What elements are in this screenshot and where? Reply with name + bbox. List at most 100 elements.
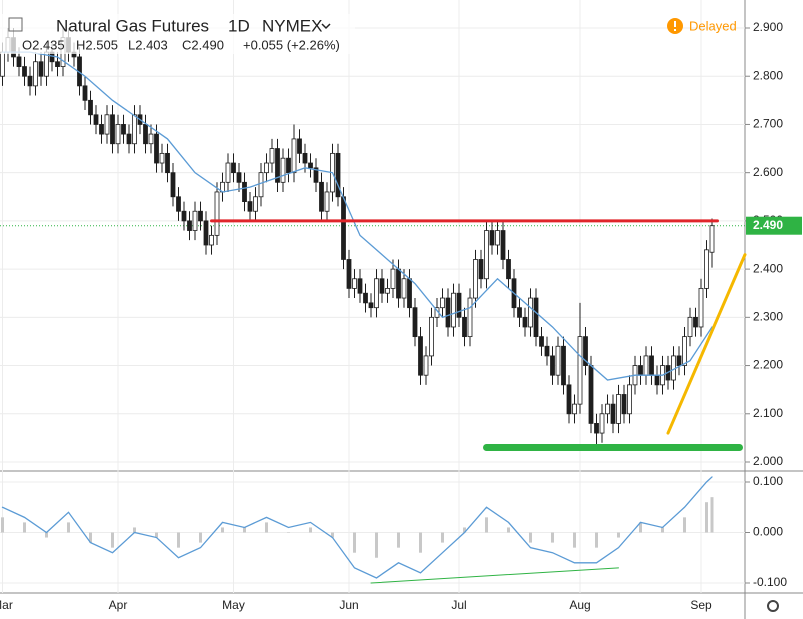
candle-body xyxy=(132,114,137,145)
candle-body xyxy=(93,114,99,125)
collapse-icon[interactable] xyxy=(8,17,23,32)
delayed-label: Delayed xyxy=(689,18,737,33)
candle-body xyxy=(154,133,159,164)
candle-body xyxy=(27,75,33,87)
oscillator-line xyxy=(1,476,713,579)
x-tick-label: Sep xyxy=(690,598,712,612)
candle-body xyxy=(627,384,632,415)
candle-body xyxy=(214,191,220,236)
osc-histogram-bar xyxy=(155,532,158,538)
osc-histogram-bar xyxy=(595,532,598,548)
candle-body xyxy=(363,292,368,304)
candle-body xyxy=(352,278,357,289)
x-tick-label: Aug xyxy=(569,598,590,612)
candle-body xyxy=(280,157,286,183)
osc-histogram-bar xyxy=(573,532,576,548)
candle-body xyxy=(583,336,588,366)
osc-histogram-bar xyxy=(23,522,26,533)
candle-body xyxy=(88,99,93,116)
candle-body xyxy=(704,249,709,289)
osc-histogram-bar xyxy=(710,497,714,533)
header-bg xyxy=(0,14,355,54)
y-tick-label: 2.700 xyxy=(753,117,783,131)
candle-body xyxy=(555,345,561,376)
candle-body xyxy=(495,230,500,246)
candle-body xyxy=(588,365,594,424)
x-tick-label: Jun xyxy=(339,598,358,612)
candle-body xyxy=(566,384,572,415)
osc-histogram-bar xyxy=(529,532,532,543)
candle-body xyxy=(500,230,506,260)
candle-body xyxy=(159,152,165,164)
candle-body xyxy=(616,394,621,424)
candle-body xyxy=(176,196,181,212)
osc-histogram-bar xyxy=(617,532,620,538)
candle-body xyxy=(698,287,704,328)
candle-body xyxy=(374,278,379,309)
ohlc-low: L2.403 xyxy=(128,37,168,52)
candle-body xyxy=(676,355,682,366)
ohlc-change: +0.055 (+2.26%) xyxy=(243,37,340,52)
candle-body xyxy=(275,148,280,183)
exchange[interactable]: NYMEX xyxy=(262,16,322,35)
candle-body xyxy=(110,114,115,145)
osc-y-tick-label: 0.000 xyxy=(753,525,783,539)
candle-body xyxy=(561,345,566,386)
candle-body xyxy=(242,181,247,203)
settings-gear[interactable] xyxy=(767,600,779,612)
candle-body xyxy=(269,148,275,164)
candle-body xyxy=(187,220,192,231)
osc-histogram-bar xyxy=(441,532,444,543)
last-price-badge xyxy=(746,216,802,235)
osc-histogram-bar xyxy=(89,532,92,543)
ohlc-open: O2.435 xyxy=(22,37,65,52)
y-tick-label: 2.200 xyxy=(753,358,783,372)
candle-body xyxy=(539,336,544,347)
exchange-dropdown[interactable] xyxy=(321,23,331,30)
candle-body xyxy=(517,307,522,318)
osc-histogram-bar xyxy=(353,532,356,553)
candle-body xyxy=(319,181,324,212)
candle-body xyxy=(33,61,38,87)
candle-body xyxy=(286,157,291,174)
osc-histogram-bar xyxy=(243,527,246,533)
candle-body xyxy=(610,403,616,424)
candle-body xyxy=(82,85,88,101)
candle-body xyxy=(55,61,60,67)
x-tick-label: Jul xyxy=(451,598,466,612)
candle-body xyxy=(473,259,478,299)
candle-body xyxy=(506,259,511,280)
candle-body xyxy=(638,365,643,376)
candle-body xyxy=(165,152,170,174)
candle-body xyxy=(412,307,418,338)
candle-body xyxy=(643,355,649,376)
y-tick-label: 2.900 xyxy=(753,20,783,34)
candle-body xyxy=(225,162,231,183)
candle-body xyxy=(462,316,467,338)
osc-histogram-bar xyxy=(309,527,312,533)
candle-body xyxy=(181,210,187,222)
osc-histogram-bar xyxy=(199,532,202,543)
candle-body xyxy=(445,297,451,328)
x-tick-label: Mar xyxy=(0,598,13,612)
candle-body xyxy=(308,162,313,169)
candle-body xyxy=(418,336,423,376)
delayed-badge[interactable]: Delayed xyxy=(667,18,737,34)
candle-body xyxy=(247,201,253,212)
delayed-icon-mark xyxy=(674,21,676,27)
osc-histogram-bar xyxy=(133,527,136,533)
osc-histogram-bar xyxy=(111,532,114,548)
candle-body xyxy=(143,124,148,145)
candle-body xyxy=(379,278,385,294)
candle-body xyxy=(170,172,176,198)
delayed-icon-dot xyxy=(674,29,676,31)
y-tick-label: 2.600 xyxy=(753,165,783,179)
candle-body xyxy=(390,268,396,289)
candle-body xyxy=(440,297,445,309)
osc-histogram-bar xyxy=(661,527,664,533)
osc-histogram-bar xyxy=(375,532,378,558)
candle-body xyxy=(104,114,110,135)
osc-histogram-bar xyxy=(683,517,686,533)
osc-histogram-bar xyxy=(67,522,70,533)
